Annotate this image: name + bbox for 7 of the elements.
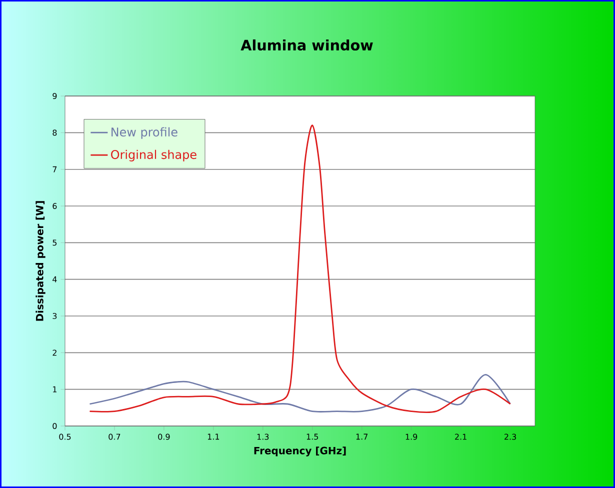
line-series	[89, 124, 511, 414]
legend-label: Original shape	[111, 150, 196, 162]
legend-label: New profile	[112, 127, 178, 139]
line-series	[89, 374, 511, 412]
chart-title: Alumina window	[240, 39, 373, 51]
x-axis-title: Frequency [GHz]	[254, 446, 346, 456]
y-axis-title: Dissipated power [W]	[36, 201, 46, 321]
